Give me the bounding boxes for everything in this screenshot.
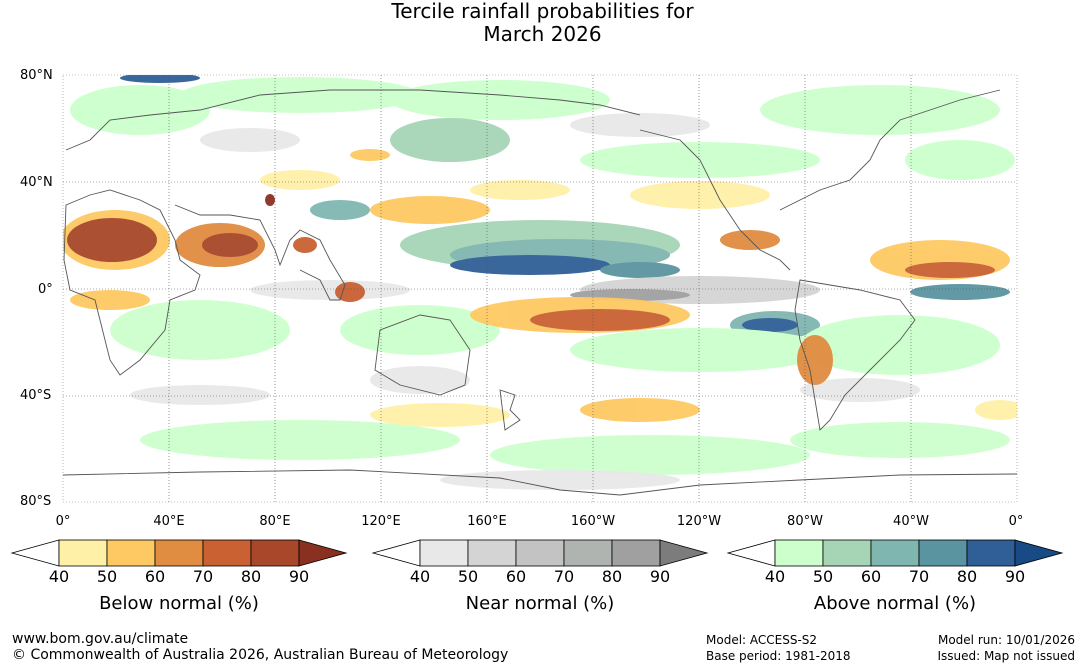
legend-tick: 60 xyxy=(860,567,882,586)
legend-below-swatch xyxy=(106,539,156,567)
rainfall-map xyxy=(62,74,1018,503)
lon-label: 120°W xyxy=(676,514,722,529)
legend-below-arrow-left xyxy=(10,539,60,567)
lon-label: 0° xyxy=(1008,514,1024,529)
legend-colorbars xyxy=(10,539,1064,567)
lon-label: 160°E xyxy=(467,514,507,529)
lon-label: 80°W xyxy=(787,514,823,529)
legend-below-swatch xyxy=(202,539,252,567)
lon-label: 40°E xyxy=(153,514,185,529)
title-line-2: March 2026 xyxy=(483,22,602,46)
footer-model-run: Model run: 10/01/2026 xyxy=(937,633,1075,647)
legend-tick: 80 xyxy=(956,567,978,586)
lat-label: 0° xyxy=(38,282,53,297)
legend-above-swatch xyxy=(870,539,920,567)
lon-label: 120°E xyxy=(361,514,401,529)
legend-title-near: Near normal (%) xyxy=(465,593,615,614)
legend-below-arrow-right xyxy=(298,539,348,567)
lon-label: 40°W xyxy=(893,514,929,529)
title-line-1: Tercile rainfall probabilities for xyxy=(391,0,694,23)
footer-model: Model: ACCESS-S2 xyxy=(706,633,818,647)
lon-label: 0° xyxy=(55,514,71,529)
map-frame xyxy=(62,74,1018,503)
legend-near-swatch xyxy=(467,539,517,567)
legend-tick: 90 xyxy=(1004,567,1026,586)
map-title: Tercile rainfall probabilities for March… xyxy=(0,0,1085,46)
below-normal-regions xyxy=(63,149,1017,427)
legend-below-swatch xyxy=(250,539,300,567)
graticule xyxy=(63,75,1017,502)
footer-url[interactable]: www.bom.gov.au/climate xyxy=(12,631,189,647)
lat-label: 40°S xyxy=(20,388,52,403)
legend-tick: 50 xyxy=(812,567,834,586)
legend-above-swatch xyxy=(822,539,872,567)
legend-tick: 70 xyxy=(192,567,214,586)
legend-near-swatch xyxy=(515,539,565,567)
footer-copyright: © Commonwealth of Australia 2026, Austra… xyxy=(12,647,509,663)
legend-tick: 40 xyxy=(764,567,786,586)
legend-tick: 50 xyxy=(457,567,479,586)
near-normal-regions xyxy=(130,113,920,490)
legend-tick: 80 xyxy=(601,567,623,586)
legend-near-arrow-left xyxy=(371,539,421,567)
legend-title-below: Below normal (%) xyxy=(99,593,259,614)
legend-above-swatch xyxy=(966,539,1016,567)
lat-label: 80°S xyxy=(20,494,52,509)
lat-label: 40°N xyxy=(20,175,53,190)
footer-issued: Issued: Map not issued xyxy=(937,649,1075,663)
legend-tick: 70 xyxy=(553,567,575,586)
legend-near-arrow-right xyxy=(659,539,709,567)
legend-title-above: Above normal (%) xyxy=(813,593,977,614)
legend-tick: 60 xyxy=(505,567,527,586)
legend-tick: 60 xyxy=(144,567,166,586)
above-normal-regions xyxy=(70,75,1015,475)
legend-near-swatch xyxy=(611,539,661,567)
legend-below-swatch xyxy=(154,539,204,567)
legend-near-swatch xyxy=(419,539,469,567)
legend-tick: 80 xyxy=(240,567,262,586)
footer-base-period: Base period: 1981-2018 xyxy=(706,649,851,663)
legend-tick: 70 xyxy=(908,567,930,586)
lat-label: 80°N xyxy=(20,68,53,83)
legend-near-swatch xyxy=(563,539,613,567)
legend-tick: 40 xyxy=(48,567,70,586)
legend-tick: 90 xyxy=(288,567,310,586)
legend-above-swatch xyxy=(918,539,968,567)
lon-label: 160°W xyxy=(570,514,616,529)
legend-tick: 90 xyxy=(649,567,671,586)
lon-label: 80°E xyxy=(259,514,291,529)
legend-tick: 40 xyxy=(409,567,431,586)
legend-above-swatch xyxy=(774,539,824,567)
legend-above-arrow-right xyxy=(1014,539,1064,567)
legend-above-arrow-left xyxy=(726,539,776,567)
legend-below-swatch xyxy=(58,539,108,567)
legend-tick: 50 xyxy=(96,567,118,586)
